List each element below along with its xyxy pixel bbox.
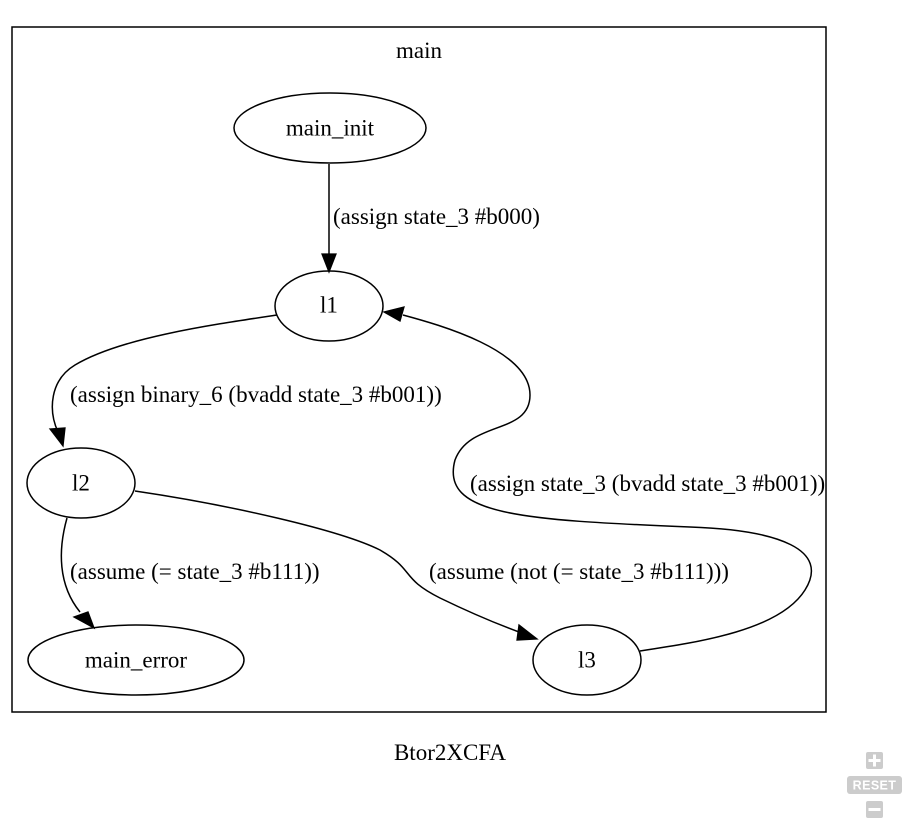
edge-label-l1-to-l2: (assign binary_6 (bvadd state_3 #b001)) — [70, 382, 442, 407]
plus-icon — [868, 754, 881, 767]
edge-label-l3-to-l1: (assign state_3 (bvadd state_3 #b001)) — [470, 471, 825, 496]
node-l3: l3 — [532, 624, 642, 696]
cluster-main-box — [11, 26, 827, 713]
node-label-l1: l1 — [320, 293, 338, 318]
edge-l3-to-l1 — [382, 306, 812, 652]
minus-icon — [868, 808, 881, 811]
node-main-error: main_error — [27, 624, 245, 696]
edge-l1-to-l2 — [48, 314, 278, 448]
node-main-init: main_init — [233, 92, 427, 164]
reset-label: RESET — [853, 779, 897, 793]
edge-label-l2-to-main-error: (assume (= state_3 #b111)) — [70, 559, 320, 584]
edge-main-init-to-l1 — [321, 164, 337, 274]
reset-zoom-button[interactable]: RESET — [847, 776, 902, 794]
zoom-in-button[interactable] — [866, 752, 883, 769]
edge-label-main-init-to-l1: (assign state_3 #b000) — [333, 204, 540, 229]
node-label-l3: l3 — [578, 648, 596, 673]
node-l1: l1 — [274, 270, 384, 342]
node-label-main-error: main_error — [85, 648, 188, 673]
node-label-main-init: main_init — [286, 116, 375, 141]
edge-label-l2-to-l3: (assume (not (= state_3 #b111))) — [429, 559, 729, 584]
edge-l2-to-main-error — [60, 517, 96, 630]
graph-title: Btor2XCFA — [394, 740, 506, 765]
node-label-l2: l2 — [72, 471, 90, 496]
cluster-label: main — [396, 38, 442, 63]
zoom-out-button[interactable] — [866, 801, 883, 818]
edge-l2-to-l3 — [134, 490, 539, 641]
node-l2: l2 — [26, 447, 136, 519]
